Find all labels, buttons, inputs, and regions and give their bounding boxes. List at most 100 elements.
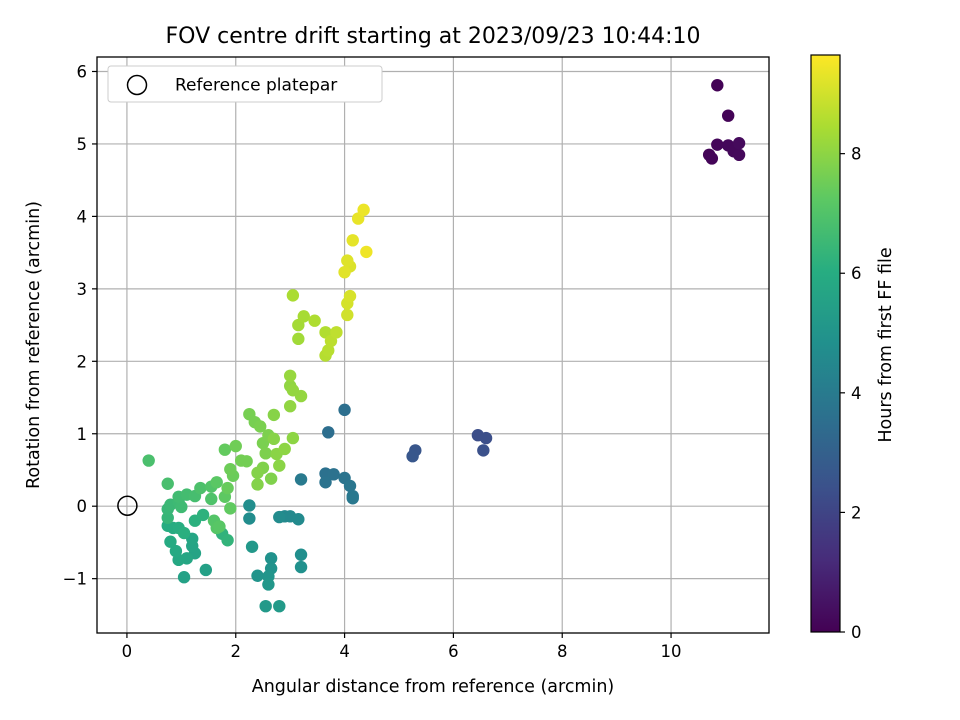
- data-point: [177, 526, 191, 540]
- x-tick-label: 8: [557, 642, 568, 661]
- data-point: [213, 520, 226, 533]
- data-point: [406, 450, 419, 463]
- x-tick-label: 2: [231, 642, 242, 661]
- data-point: [338, 265, 351, 279]
- data-point: [273, 510, 286, 524]
- colorbar: 0 2 4 6 8 Hours from first FF file: [810, 54, 896, 642]
- data-point: [479, 431, 493, 445]
- data-point: [177, 571, 191, 584]
- data-point: [259, 599, 272, 613]
- data-point: [705, 152, 719, 165]
- data-point: [343, 479, 357, 493]
- reference-marker: [117, 495, 138, 516]
- y-tick-label: 0: [77, 497, 88, 516]
- data-point: [330, 326, 343, 339]
- data-point: [251, 478, 264, 491]
- x-axis-label: Angular distance from reference (arcmin): [252, 677, 615, 697]
- legend-entry: Reference platepar: [175, 76, 337, 96]
- data-point: [221, 481, 234, 495]
- data-point: [221, 534, 234, 547]
- y-tick-label: −1: [63, 570, 87, 589]
- x-tick-label: 10: [661, 642, 682, 661]
- data-point: [357, 203, 370, 217]
- data-point: [732, 148, 746, 162]
- data-point: [259, 447, 272, 460]
- data-point: [245, 540, 259, 553]
- y-tick-label: 1: [77, 425, 88, 444]
- x-tick-label: 0: [122, 642, 133, 661]
- data-point: [294, 389, 308, 403]
- data-point: [283, 400, 297, 413]
- data-point: [283, 369, 297, 382]
- colorbar-tick-label: 2: [851, 503, 862, 522]
- data-point: [286, 289, 300, 302]
- data-point: [199, 563, 213, 577]
- plot-frame: [96, 56, 770, 634]
- data-point: [229, 439, 242, 453]
- x-axis-ticks: 0 2 4 6 8 10: [122, 633, 682, 661]
- data-point: [264, 552, 278, 565]
- data-point: [254, 420, 267, 433]
- data-point: [360, 245, 373, 259]
- data-point: [264, 472, 278, 485]
- data-point: [267, 408, 281, 422]
- data-point: [278, 442, 291, 456]
- data-point: [327, 468, 340, 481]
- data-point: [169, 544, 183, 558]
- x-tick-label: 6: [448, 642, 459, 661]
- data-point: [161, 511, 174, 524]
- y-tick-label: 3: [77, 280, 88, 299]
- y-axis-ticks: −1 0 1 2 3 4 5 6: [63, 62, 97, 589]
- data-point: [224, 502, 237, 515]
- data-point: [273, 459, 286, 472]
- data-point: [205, 492, 218, 506]
- data-point: [262, 578, 275, 591]
- data-point: [292, 513, 305, 526]
- data-point: [308, 314, 321, 327]
- colorbar-ticks: 0 2 4 6 8: [840, 145, 862, 642]
- legend-marker: [126, 74, 148, 96]
- data-point: [338, 403, 351, 417]
- colorbar-tick-label: 4: [851, 384, 862, 403]
- y-axis-label: Rotation from reference (arcmin): [24, 201, 44, 489]
- data-point: [294, 560, 308, 574]
- data-point: [251, 569, 264, 582]
- data-point: [292, 332, 305, 346]
- data-point: [343, 289, 357, 303]
- legend-box: [107, 65, 383, 103]
- data-point: [243, 512, 256, 525]
- data-point: [224, 463, 237, 476]
- data-point: [196, 508, 210, 522]
- colorbar-label: Hours from first FF file: [876, 247, 896, 442]
- data-point: [346, 234, 359, 247]
- colorbar-tick-label: 8: [851, 145, 862, 164]
- data-point: [294, 548, 308, 561]
- y-tick-label: 5: [77, 135, 88, 154]
- data-point: [721, 109, 735, 122]
- data-point: [294, 473, 308, 486]
- data-point: [346, 492, 359, 505]
- data-point: [243, 499, 256, 512]
- data-point: [341, 254, 354, 267]
- data-points: [142, 79, 746, 613]
- data-point: [322, 344, 335, 357]
- data-point: [210, 476, 223, 489]
- data-point: [319, 476, 332, 489]
- y-tick-label: 2: [77, 352, 88, 371]
- data-point: [297, 310, 310, 323]
- grid-lines: [97, 57, 769, 633]
- data-point: [194, 481, 207, 495]
- data-point: [218, 443, 232, 456]
- colorbar-tick-label: 0: [851, 623, 862, 642]
- y-tick-label: 6: [77, 62, 88, 81]
- data-point: [164, 535, 177, 548]
- data-point: [175, 500, 188, 514]
- data-point: [286, 431, 300, 445]
- legend: Reference platepar: [107, 65, 383, 103]
- data-point: [267, 432, 281, 446]
- data-point: [322, 426, 335, 439]
- data-point: [273, 599, 286, 613]
- y-tick-label: 4: [77, 207, 88, 226]
- data-point: [161, 477, 174, 490]
